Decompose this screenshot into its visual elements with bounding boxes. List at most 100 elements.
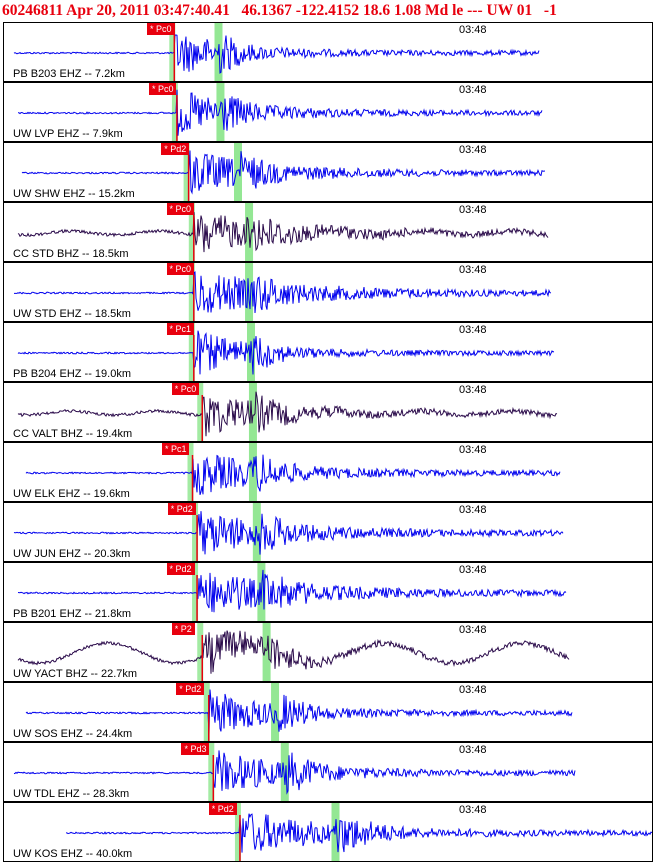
seismogram-panel: * Pd3 03:48 UW TDL EHZ -- 28.3km [3, 742, 653, 802]
seismogram-panel: * Pd2 03:48 UW SHW EHZ -- 15.2km [3, 142, 653, 202]
station-label: UW ELK EHZ -- 19.6km [13, 488, 130, 500]
pick-label: * Pd2 [161, 143, 190, 155]
pick-label: * Pc1 [166, 323, 195, 335]
station-label: UW STD EHZ -- 18.5km [13, 308, 131, 320]
pick-label: * Pc0 [166, 203, 195, 215]
s-window-band [262, 623, 271, 681]
seismogram-panel: * Pd2 03:48 UW KOS EHZ -- 40.0km [3, 802, 653, 862]
trace-svg [21, 143, 546, 201]
pick-label: * Pc0 [148, 83, 177, 95]
seismogram-panel: * Pc0 03:48 CC VALT BHZ -- 19.4km [3, 382, 653, 442]
time-marker-label: 03:48 [459, 324, 487, 336]
time-marker-label: 03:48 [459, 384, 487, 396]
s-window-band [280, 743, 289, 801]
trace-svg [17, 383, 558, 441]
waveform-trace [17, 330, 555, 375]
time-marker-label: 03:48 [459, 264, 487, 276]
time-marker-label: 03:48 [459, 24, 487, 36]
seismogram-panel: * Pc0 03:48 UW LVP EHZ -- 7.9km [3, 82, 653, 142]
p-window-band [192, 563, 199, 621]
trace-svg [17, 563, 567, 621]
trace-svg [17, 323, 555, 381]
time-marker-label: 03:48 [459, 684, 487, 696]
waveform-trace [25, 454, 561, 496]
trace-svg [17, 203, 549, 261]
seismogram-panel: * Pc1 03:48 PB B204 EHZ -- 19.0km [3, 322, 653, 382]
trace-svg [25, 683, 573, 741]
seismogram-panel: * Pc0 03:48 CC STD BHZ -- 18.5km [3, 202, 653, 262]
seismogram-panel: * Pd2 03:48 UW JUN EHZ -- 20.3km [3, 502, 653, 562]
trace-svg [13, 743, 576, 801]
station-label: UW JUN EHZ -- 20.3km [13, 548, 131, 560]
time-marker-label: 03:48 [459, 624, 487, 636]
pick-label: * Pc0 [147, 23, 175, 35]
station-label: UW YACT BHZ -- 22.7km [13, 668, 138, 680]
seismogram-panel: * Pc0 03:48 PB B203 EHZ -- 7.2km [3, 22, 653, 82]
trace-svg [17, 623, 570, 681]
p-window-band [203, 683, 210, 741]
waveform-trace [13, 34, 540, 74]
time-marker-label: 03:48 [459, 804, 487, 816]
waveform-trace [17, 391, 558, 437]
time-marker-label: 03:48 [459, 564, 487, 576]
waveform-trace [18, 89, 543, 136]
trace-svg [13, 23, 540, 81]
trace-svg [13, 503, 564, 561]
station-label: UW TDL EHZ -- 28.3km [13, 788, 130, 800]
seismogram-panels: * Pc0 03:48 PB B203 EHZ -- 7.2km * Pc0 03:48… [0, 22, 655, 866]
station-label: UW LVP EHZ -- 7.9km [13, 128, 123, 140]
event-header: 60246811 Apr 20, 2011 03:47:40.41 46.136… [2, 2, 557, 19]
station-label: PB B201 EHZ -- 21.8km [13, 608, 131, 620]
p-window-band [169, 23, 176, 81]
s-window-band [234, 143, 242, 201]
pick-label: * Pd2 [208, 803, 237, 815]
station-label: PB B203 EHZ -- 7.2km [13, 68, 125, 80]
pick-label: * Pc1 [161, 443, 190, 455]
seismogram-panel: * Pc1 03:48 UW ELK EHZ -- 19.6km [3, 442, 653, 502]
station-label: PB B204 EHZ -- 19.0km [13, 368, 131, 380]
pick-label: * Pc0 [166, 263, 195, 275]
p-window-band [197, 623, 204, 681]
waveform-trace [66, 813, 652, 853]
waveform-trace [13, 750, 576, 795]
p-window-band [188, 323, 195, 381]
s-window-band [248, 383, 257, 441]
time-marker-label: 03:48 [459, 444, 487, 456]
time-marker-label: 03:48 [459, 144, 487, 156]
waveform-trace [25, 689, 573, 735]
seismogram-panel: * Pc0 03:48 UW STD EHZ -- 18.5km [3, 262, 653, 322]
station-label: UW SOS EHZ -- 24.4km [13, 728, 133, 740]
pick-label: * Pc0 [171, 383, 200, 395]
station-label: UW SHW EHZ -- 15.2km [13, 188, 135, 200]
waveform-trace [17, 630, 570, 674]
seismogram-panel: * Pd2 03:48 PB B201 EHZ -- 21.8km [3, 562, 653, 622]
time-marker-label: 03:48 [459, 204, 487, 216]
pick-label: * Pd3 [181, 743, 210, 755]
waveform-trace [17, 569, 567, 613]
station-label: UW KOS EHZ -- 40.0km [13, 848, 133, 860]
waveform-trace [21, 150, 546, 195]
trace-svg [25, 443, 561, 501]
pick-label: * Pd2 [167, 503, 196, 515]
p-window-band [197, 383, 204, 441]
waveform-trace [13, 511, 564, 555]
p-window-band [192, 503, 199, 561]
trace-svg [18, 83, 543, 141]
time-marker-label: 03:48 [459, 744, 487, 756]
p-window-band [208, 743, 215, 801]
pick-label: * Pd2 [166, 563, 195, 575]
time-marker-label: 03:48 [459, 84, 487, 96]
trace-svg [66, 803, 652, 861]
waveform-trace [14, 271, 552, 314]
seismogram-panel: * Pd2 03:48 UW SOS EHZ -- 24.4km [3, 682, 653, 742]
p-window-band [171, 83, 178, 141]
s-window-band [216, 83, 225, 141]
pick-label: * Pd2 [176, 683, 205, 695]
p-window-band [183, 143, 190, 201]
station-label: CC STD BHZ -- 18.5km [13, 248, 129, 260]
trace-svg [14, 263, 552, 321]
station-label: CC VALT BHZ -- 19.4km [13, 428, 133, 440]
time-marker-label: 03:48 [459, 504, 487, 516]
waveform-trace [17, 212, 549, 253]
seismogram-panel: * P2 03:48 UW YACT BHZ -- 22.7km [3, 622, 653, 682]
